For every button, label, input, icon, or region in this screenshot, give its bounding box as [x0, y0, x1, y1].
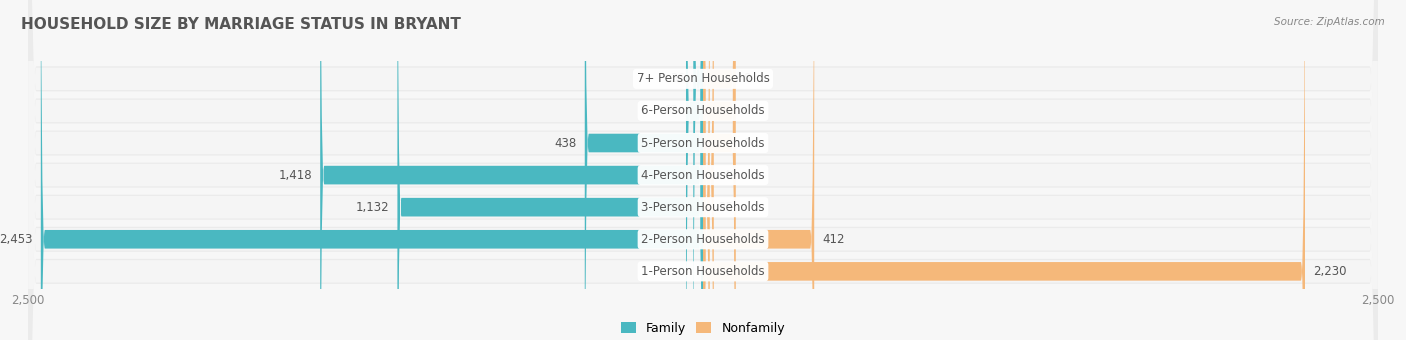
FancyBboxPatch shape	[28, 0, 1378, 340]
Text: 0: 0	[744, 104, 751, 117]
FancyBboxPatch shape	[28, 0, 1378, 340]
Text: 2-Person Households: 2-Person Households	[641, 233, 765, 246]
FancyBboxPatch shape	[703, 0, 735, 340]
Text: 25: 25	[718, 201, 733, 214]
FancyBboxPatch shape	[28, 0, 1378, 340]
FancyBboxPatch shape	[28, 0, 1378, 340]
FancyBboxPatch shape	[703, 0, 735, 340]
Text: HOUSEHOLD SIZE BY MARRIAGE STATUS IN BRYANT: HOUSEHOLD SIZE BY MARRIAGE STATUS IN BRY…	[21, 17, 461, 32]
FancyBboxPatch shape	[398, 0, 703, 340]
FancyBboxPatch shape	[41, 0, 703, 340]
FancyBboxPatch shape	[28, 0, 1378, 340]
Text: 1,132: 1,132	[356, 201, 389, 214]
Text: 7+ Person Households: 7+ Person Households	[637, 72, 769, 85]
FancyBboxPatch shape	[703, 0, 814, 340]
FancyBboxPatch shape	[28, 0, 1378, 340]
Text: 36: 36	[671, 72, 685, 85]
FancyBboxPatch shape	[28, 0, 1378, 340]
Text: 40: 40	[721, 169, 737, 182]
Text: 0: 0	[744, 137, 751, 150]
FancyBboxPatch shape	[585, 0, 703, 340]
Text: 4-Person Households: 4-Person Households	[641, 169, 765, 182]
Text: 6-Person Households: 6-Person Households	[641, 104, 765, 117]
Text: 412: 412	[823, 233, 845, 246]
FancyBboxPatch shape	[703, 0, 1305, 340]
Text: 5-Person Households: 5-Person Households	[641, 137, 765, 150]
FancyBboxPatch shape	[703, 0, 714, 340]
Text: 2,453: 2,453	[0, 233, 32, 246]
Text: 1-Person Households: 1-Person Households	[641, 265, 765, 278]
FancyBboxPatch shape	[28, 0, 1378, 340]
Text: 438: 438	[554, 137, 576, 150]
FancyBboxPatch shape	[703, 0, 710, 340]
Text: 2,230: 2,230	[1313, 265, 1347, 278]
Text: Source: ZipAtlas.com: Source: ZipAtlas.com	[1274, 17, 1385, 27]
Legend: Family, Nonfamily: Family, Nonfamily	[616, 317, 790, 340]
FancyBboxPatch shape	[321, 0, 703, 340]
FancyBboxPatch shape	[28, 0, 1378, 340]
FancyBboxPatch shape	[28, 0, 1378, 340]
Text: 0: 0	[744, 72, 751, 85]
FancyBboxPatch shape	[28, 0, 1378, 340]
FancyBboxPatch shape	[686, 0, 703, 340]
FancyBboxPatch shape	[28, 0, 1378, 340]
FancyBboxPatch shape	[28, 0, 1378, 340]
FancyBboxPatch shape	[703, 0, 735, 340]
FancyBboxPatch shape	[693, 0, 703, 340]
FancyBboxPatch shape	[28, 0, 1378, 340]
Text: 3-Person Households: 3-Person Households	[641, 201, 765, 214]
Text: 1,418: 1,418	[278, 169, 312, 182]
Text: 63: 63	[664, 104, 678, 117]
